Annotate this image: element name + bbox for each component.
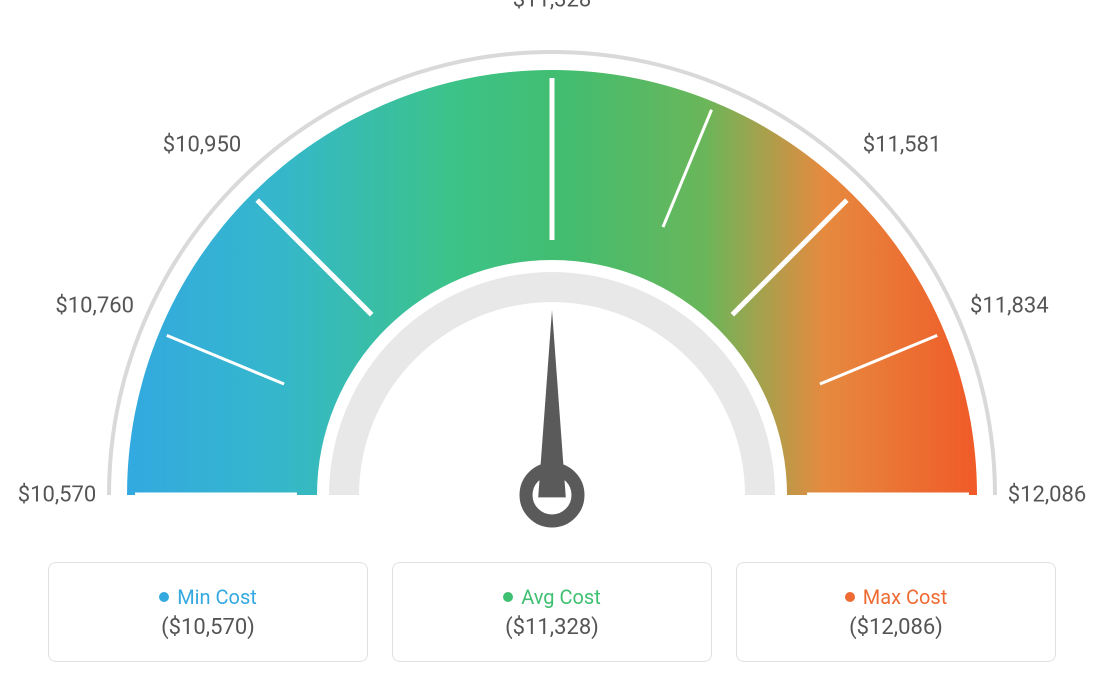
min-cost-label: Min Cost <box>177 585 257 609</box>
max-cost-card: Max Cost ($12,086) <box>736 562 1056 662</box>
max-cost-value: ($12,086) <box>849 615 943 640</box>
gauge-tick-label: $12,086 <box>1008 483 1087 508</box>
gauge-tick-label: $10,950 <box>163 132 242 157</box>
gauge-tick-label: $11,581 <box>863 132 942 157</box>
avg-cost-card: Avg Cost ($11,328) <box>392 562 712 662</box>
gauge-tick-label: $11,328 <box>513 0 592 13</box>
avg-cost-value: ($11,328) <box>505 615 599 640</box>
max-cost-label: Max Cost <box>863 585 948 609</box>
gauge-tick-label: $10,570 <box>18 483 97 508</box>
avg-cost-label: Avg Cost <box>521 585 601 609</box>
avg-cost-header: Avg Cost <box>503 585 601 609</box>
gauge-tick-label: $11,834 <box>970 293 1049 318</box>
max-cost-header: Max Cost <box>845 585 948 609</box>
dot-icon <box>503 592 513 602</box>
min-cost-value: ($10,570) <box>161 615 255 640</box>
min-cost-header: Min Cost <box>159 585 257 609</box>
gauge-svg <box>52 10 1052 570</box>
dot-icon <box>845 592 855 602</box>
gauge-tick-label: $10,760 <box>55 293 134 318</box>
dot-icon <box>159 592 169 602</box>
summary-cards: Min Cost ($10,570) Avg Cost ($11,328) Ma… <box>48 562 1056 662</box>
gauge-chart: $10,570$10,760$10,950$11,328$11,581$11,8… <box>52 10 1052 570</box>
min-cost-card: Min Cost ($10,570) <box>48 562 368 662</box>
